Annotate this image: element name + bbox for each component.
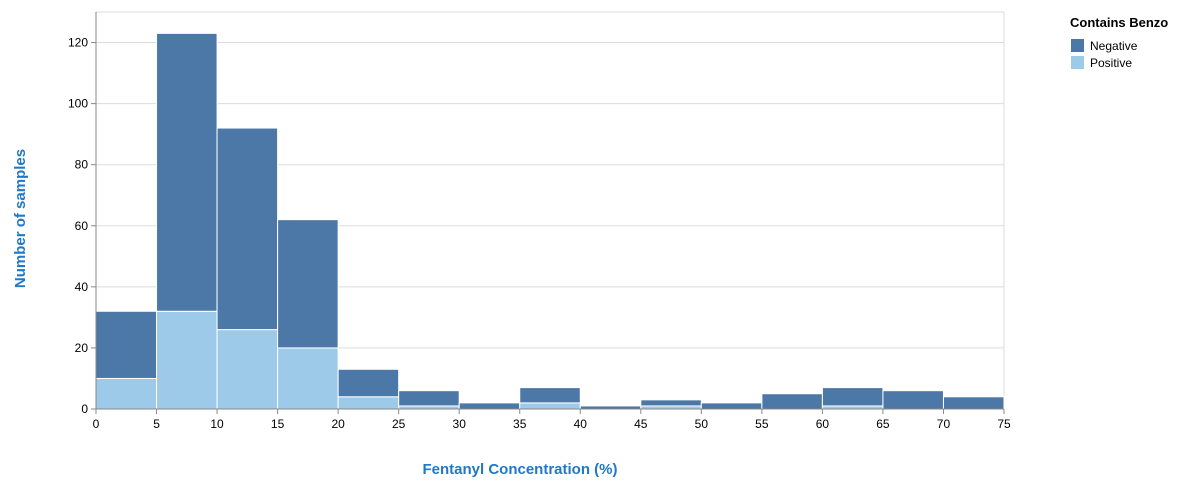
bars-group <box>95 32 1005 410</box>
x-tick-label: 15 <box>271 417 285 431</box>
legend-label-negative: Negative <box>1090 39 1138 53</box>
y-tick-label: 120 <box>68 36 88 50</box>
x-tick-label: 30 <box>453 417 467 431</box>
y-tick-label: 20 <box>75 341 89 355</box>
bar-positive <box>337 396 400 410</box>
y-tick-label: 100 <box>68 97 88 111</box>
bar-negative <box>519 387 581 404</box>
y-tick-label: 60 <box>75 219 89 233</box>
bar-positive <box>519 402 581 410</box>
y-axis: 0 20 40 60 80 100 120 <box>68 12 97 416</box>
bar-negative <box>821 387 884 407</box>
x-axis-title: Fentanyl Concentration (%) <box>422 461 617 478</box>
legend: Contains Benzo Negative Positive <box>1070 15 1168 70</box>
x-tick-label: 50 <box>695 417 709 431</box>
legend-title: Contains Benzo <box>1070 15 1168 30</box>
bar-negative <box>337 368 400 398</box>
x-tick-label: 25 <box>392 417 406 431</box>
legend-swatch-negative <box>1071 39 1084 52</box>
bar-negative <box>700 402 763 410</box>
bar-negative <box>277 219 339 349</box>
bar-negative <box>216 127 279 331</box>
y-tick-label: 40 <box>75 280 89 294</box>
legend-label-positive: Positive <box>1090 56 1132 70</box>
bar-negative <box>458 402 521 410</box>
x-tick-label: 0 <box>93 417 100 431</box>
bar-positive <box>277 347 339 410</box>
bar-negative <box>942 396 1005 410</box>
bar-positive <box>95 377 158 410</box>
bar-positive <box>216 329 279 410</box>
x-tick-label: 5 <box>153 417 160 431</box>
legend-swatch-positive <box>1071 56 1084 69</box>
x-axis: 0 5 10 15 20 25 30 35 40 45 50 55 60 65 70 75 <box>93 408 1011 431</box>
bar-negative <box>761 393 823 410</box>
x-tick-label: 60 <box>816 417 830 431</box>
x-tick-label: 40 <box>574 417 588 431</box>
x-tick-label: 55 <box>755 417 769 431</box>
y-axis-title: Number of samples <box>12 149 29 288</box>
x-tick-label: 70 <box>937 417 951 431</box>
y-tick-label: 80 <box>75 158 89 172</box>
bar-negative <box>95 310 158 379</box>
x-tick-label: 10 <box>210 417 224 431</box>
bar-negative <box>398 390 460 407</box>
x-tick-label: 35 <box>513 417 527 431</box>
x-tick-label: 75 <box>997 417 1011 431</box>
x-tick-label: 45 <box>634 417 648 431</box>
x-tick-label: 20 <box>331 417 345 431</box>
bar-negative <box>156 32 218 312</box>
bar-negative <box>882 390 944 410</box>
bar-positive <box>156 310 218 410</box>
x-tick-label: 65 <box>876 417 890 431</box>
bar-negative <box>640 399 702 407</box>
y-tick-label: 0 <box>81 402 88 416</box>
